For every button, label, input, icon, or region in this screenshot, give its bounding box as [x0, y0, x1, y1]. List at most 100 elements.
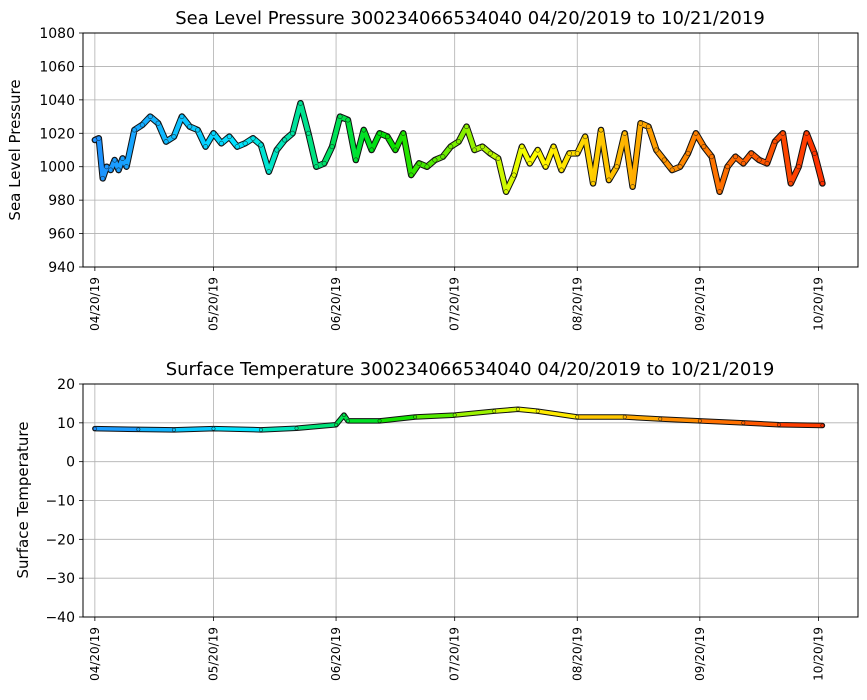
surface-temperature-series-segment [741, 421, 781, 427]
sea-level-pressure-panel: 04/20/19 05/20/19 06/20/19 07/20/19 08/20/19… [6, 8, 859, 331]
sea-level-pressure-data-point [139, 122, 145, 128]
sea-level-pressure-data-point [234, 144, 240, 150]
sea-level-pressure-data-point [377, 130, 383, 136]
sea-level-pressure-data-point [210, 130, 216, 136]
sea-level-pressure-data-point [511, 172, 517, 178]
sea-level-pressure-data-point [100, 175, 106, 181]
sea-level-pressure-title: Sea Level Pressure 300234066534040 04/20… [175, 8, 765, 29]
sea-level-pressure-data-point [519, 144, 525, 150]
sea-level-pressure-series-segment [590, 127, 604, 186]
surface-temperature-series-segment [516, 407, 540, 413]
surface-temperature-series-segment [93, 426, 141, 432]
surface-temperature-data-point [575, 415, 580, 420]
sea-level-pressure-series-segment [519, 144, 533, 166]
sea-level-pressure-series-segment [582, 134, 596, 186]
surface-temperature-y-tick-label: −10 [45, 494, 75, 510]
sea-level-pressure-data-point [788, 180, 794, 186]
sea-level-pressure-series-segment [812, 151, 825, 186]
sea-level-pressure-data-point [171, 134, 177, 140]
sea-level-pressure-series-segment [203, 131, 216, 149]
sea-level-pressure-data-point [187, 124, 193, 130]
sea-level-pressure-data-point [598, 127, 604, 133]
surface-temperature-y-tick-label: −40 [45, 610, 75, 626]
surface-temperature-data-point [452, 413, 457, 418]
sea-level-pressure-data-point [661, 157, 667, 163]
sea-level-pressure-data-point [226, 134, 232, 140]
sea-level-pressure-series-segment [685, 131, 699, 156]
sea-level-pressure-series-segment [290, 100, 303, 136]
sea-level-pressure-data-point [582, 134, 588, 140]
surface-temperature-series-segment [172, 426, 216, 432]
sea-level-pressure-y-tick-label: 1080 [39, 26, 75, 42]
surface-temperature-x-tick-label: 08/20/19 [570, 627, 584, 681]
sea-level-pressure-data-point [155, 120, 161, 126]
sea-level-pressure-series-segment [124, 127, 137, 169]
surface-temperature-x-tick-label: 09/20/19 [693, 627, 707, 681]
sea-level-pressure-data-point [345, 117, 351, 123]
surface-temperature-y-tick-label: 0 [66, 455, 75, 471]
sea-level-pressure-data-point [456, 139, 462, 145]
sea-level-pressure-series-segment [559, 151, 572, 173]
sea-level-pressure-y-tick-label: 1020 [39, 126, 75, 142]
sea-level-pressure-data-point [400, 130, 406, 136]
sea-level-pressure-series-segment [266, 147, 279, 174]
sea-level-pressure-data-point [353, 157, 359, 163]
sea-level-pressure-data-point [812, 150, 818, 156]
sea-level-pressure-data-point [384, 134, 390, 140]
sea-level-pressure-data-point [630, 184, 636, 190]
sea-level-pressure-data-point [432, 157, 438, 163]
sea-level-pressure-data-point [258, 142, 264, 148]
surface-temperature-x-tick-label: 05/20/19 [206, 627, 220, 681]
sea-level-pressure-data-point [574, 150, 580, 156]
sea-level-pressure-series-segment [764, 139, 778, 166]
sea-level-pressure-x-tick-label: 09/20/19 [693, 277, 707, 331]
sea-level-pressure-data-point [448, 144, 454, 150]
sea-level-pressure-series-segment [329, 114, 343, 149]
sea-level-pressure-series-segment [464, 124, 477, 153]
surface-temperature-y-tick-label: 20 [57, 377, 75, 393]
sea-level-pressure-data-point [242, 140, 248, 146]
sea-level-pressure-data-point [424, 164, 430, 170]
sea-level-pressure-series-segment [511, 144, 525, 178]
sea-level-pressure-data-point [131, 127, 137, 133]
sea-level-pressure-y-tick-label: 1060 [39, 59, 75, 75]
surface-temperature-series-segment [535, 409, 580, 419]
sea-level-pressure-data-point [701, 144, 707, 150]
sea-level-pressure-series-segment [155, 121, 169, 144]
sea-level-pressure-data-point [693, 130, 699, 136]
surface-temperature-series-segment [377, 415, 417, 423]
surface-temperature-x-tick-label: 07/20/19 [448, 627, 462, 681]
surface-temperature-data-point [92, 426, 97, 431]
sea-level-pressure-data-point [329, 144, 335, 150]
sea-level-pressure-x-tick-label: 10/20/19 [811, 277, 825, 331]
surface-temperature-data-point [136, 427, 141, 432]
sea-level-pressure-data-point [558, 167, 564, 173]
sea-level-pressure-data-point [669, 167, 675, 173]
surface-temperature-series-segment [622, 415, 663, 421]
surface-temperature-data-point [377, 418, 382, 423]
surface-temperature-data-point [345, 418, 350, 423]
sea-level-pressure-data-point [725, 164, 731, 170]
sea-level-pressure-series-segment [401, 131, 414, 178]
sea-level-pressure-plot-area [83, 33, 858, 267]
surface-temperature-data-point [171, 427, 176, 432]
sea-level-pressure-y-axis-label: Sea Level Pressure [6, 79, 24, 220]
sea-level-pressure-data-point [116, 167, 122, 173]
surface-temperature-data-point [334, 422, 339, 427]
surface-temperature-data-point [658, 416, 663, 421]
sea-level-pressure-data-point [527, 160, 533, 166]
sea-level-pressure-data-point [163, 139, 169, 145]
sea-level-pressure-data-point [748, 150, 754, 156]
surface-temperature-y-tick-label: 10 [57, 416, 75, 432]
sea-level-pressure-y-tick-label: 960 [48, 227, 75, 243]
surface-temperature-panel: 04/20/19 05/20/19 06/20/19 07/20/19 08/20/19… [14, 359, 859, 681]
surface-temperature-data-point [258, 427, 263, 432]
sea-level-pressure-data-point [756, 157, 762, 163]
sea-level-pressure-x-tick-label: 04/20/19 [88, 277, 102, 331]
sea-level-pressure-data-point [108, 167, 114, 173]
surface-temperature-data-point [776, 422, 781, 427]
sea-level-pressure-data-point [274, 147, 280, 153]
sea-level-pressure-data-point [479, 144, 485, 150]
sea-level-pressure-data-point [606, 177, 612, 183]
sea-level-pressure-data-point [471, 147, 477, 153]
